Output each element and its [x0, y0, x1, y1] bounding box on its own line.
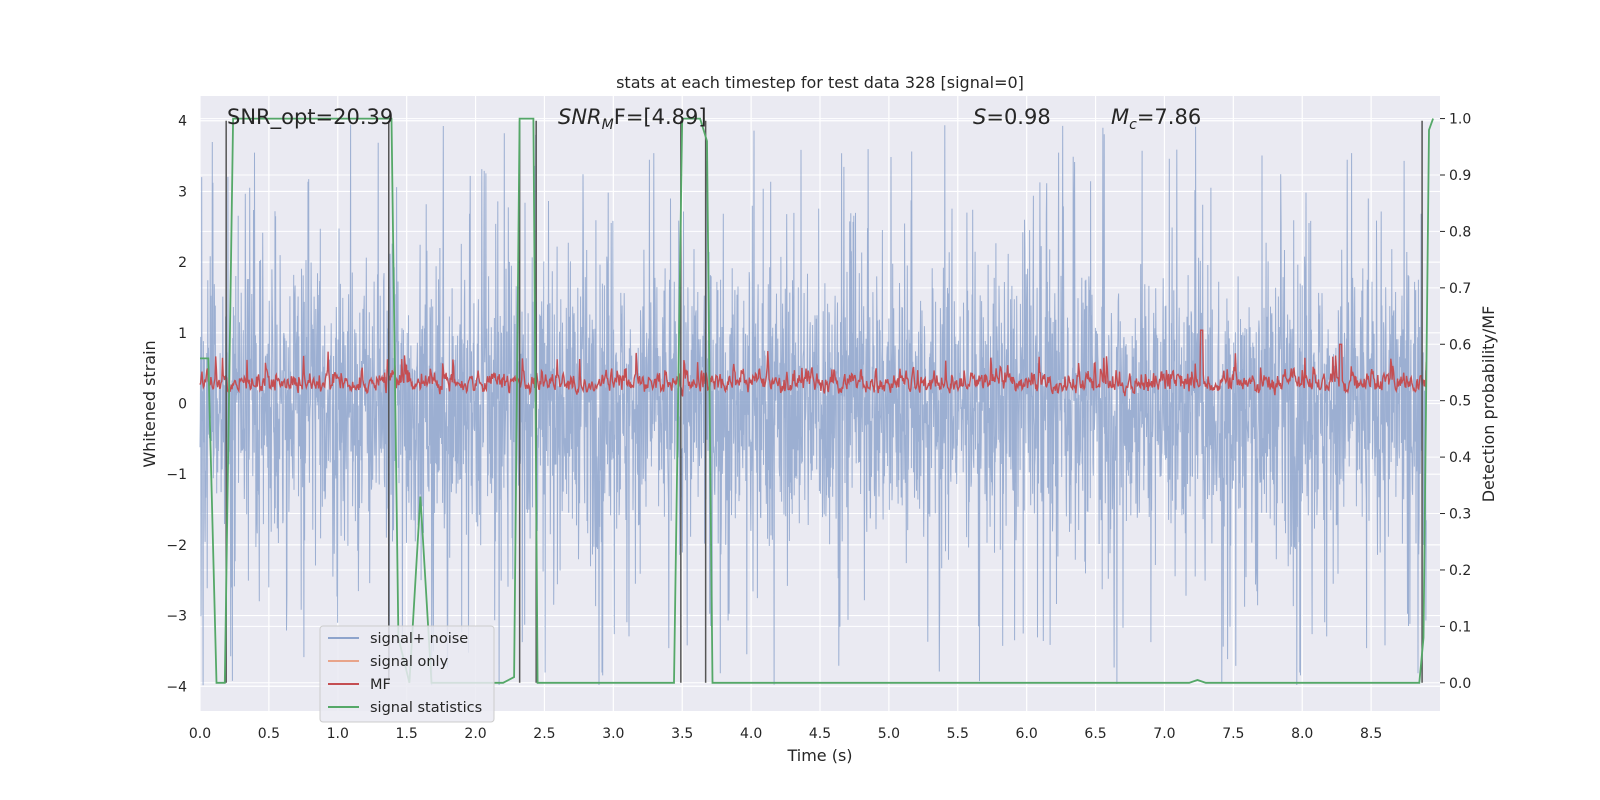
y-tick-label-right: 0.9 [1449, 168, 1471, 184]
chart-title: stats at each timestep for test data 328… [616, 73, 1024, 92]
x-tick-label: 5.0 [878, 726, 900, 742]
y-tick-label: 4 [178, 114, 187, 130]
annotation-mc-sub: c [1129, 117, 1137, 133]
x-tick-label: 3.5 [671, 726, 693, 742]
x-tick-label: 1.0 [327, 726, 349, 742]
legend: signal+ noise signal only MF signal stat… [319, 625, 495, 723]
y-tick-label-right: 0.8 [1449, 224, 1471, 240]
x-tick-label: 3.0 [602, 726, 624, 742]
y-tick-label-right: 1.0 [1449, 112, 1471, 128]
y-tick-label-right: 0.4 [1449, 450, 1471, 466]
x-tick-label: 0.5 [258, 726, 280, 742]
y-tick-label: 3 [178, 184, 187, 200]
legend-label-mf: MF [370, 677, 391, 693]
x-tick-label: 4.0 [740, 726, 762, 742]
x-tick-label: 8.5 [1360, 726, 1382, 742]
y-tick-label: 2 [178, 255, 187, 271]
annotation-mc-main: M [1111, 105, 1129, 129]
y-tick-label: 1 [178, 326, 187, 342]
legend-label-signal-only: signal only [370, 654, 449, 670]
annotation-mc-rest: =7.86 [1137, 105, 1201, 129]
series-signal-statistics [200, 117, 1434, 684]
tick-labels: 0.0 0.5 1.0 1.5 2.0 2.5 3.0 3.5 4.0 4.5 5.0 5.5 6.0 6… [166, 112, 1471, 742]
x-tick-label: 2.0 [464, 726, 486, 742]
y-tick-label: 0 [178, 397, 187, 413]
legend-label-signal-noise: signal+ noise [370, 631, 468, 647]
y-tick-label-right: 0.5 [1449, 394, 1471, 410]
y-tick-label-right: 0.3 [1449, 507, 1471, 523]
legend-entry-mf: MF [328, 677, 391, 693]
legend-entry-signal-statistics: signal statistics [328, 700, 482, 716]
x-tick-label: 6.5 [1084, 726, 1106, 742]
annotation-s-rest: =0.98 [986, 105, 1050, 129]
annotation-snr-mf-sub: M [602, 117, 614, 133]
x-tick-label: 7.5 [1222, 726, 1244, 742]
y-tick-label: −4 [166, 679, 187, 695]
annotation-s: S=0.98 [973, 105, 1051, 129]
y-tick-label: −1 [166, 467, 187, 483]
x-tick-label: 6.0 [1016, 726, 1038, 742]
series-line-mf [199, 329, 1427, 397]
x-tick-label: 5.5 [947, 726, 969, 742]
x-tick-label: 7.0 [1153, 726, 1175, 742]
y-tick-label: −3 [166, 609, 187, 625]
legend-entry-signal-only: signal only [328, 654, 449, 670]
annotation-snr-mf: SNRMF=[4.89] [558, 105, 707, 133]
series-mf [199, 329, 1427, 397]
x-tick-label: 8.0 [1291, 726, 1313, 742]
y-tick-label-right: 0.6 [1449, 337, 1471, 353]
annotation-s-main: S [973, 105, 986, 129]
y-tick-label-right: 0.7 [1449, 281, 1471, 297]
legend-box [319, 625, 495, 723]
annotation-mc: Mc=7.86 [1111, 105, 1201, 133]
annotation-snr-mf-rest: F=[4.89] [614, 105, 707, 129]
y-axis-label: Whitened strain [140, 340, 159, 467]
y-tick-label-right: 0.1 [1449, 619, 1471, 635]
x-tick-label: 4.5 [809, 726, 831, 742]
series-line-signal-statistics [200, 117, 1434, 684]
x-tick-label: 2.5 [533, 726, 555, 742]
y-tick-label-right: 0.2 [1449, 563, 1471, 579]
annotation-snr-mf-main: SNR [558, 105, 602, 129]
legend-entry-signal-noise: signal+ noise [328, 631, 468, 647]
annotation-snr-opt: SNR_opt=20.39 [227, 105, 393, 130]
x-tick-label: 0.0 [189, 726, 211, 742]
y-axis-label-right: Detection probability/MF [1479, 306, 1498, 503]
x-axis-label: Time (s) [786, 746, 852, 765]
y-tick-label-right: 0.0 [1449, 676, 1471, 692]
y-tick-label: −2 [166, 538, 187, 554]
legend-label-signal-statistics: signal statistics [370, 700, 482, 716]
x-tick-label: 1.5 [396, 726, 418, 742]
